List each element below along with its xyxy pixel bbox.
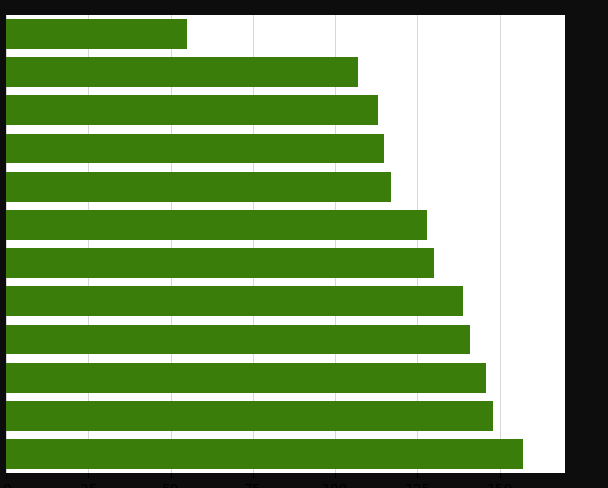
Bar <box>6 134 384 163</box>
Bar <box>6 210 427 240</box>
Bar <box>6 248 434 278</box>
Bar <box>6 95 378 125</box>
Bar <box>6 19 187 49</box>
Bar <box>6 325 470 354</box>
Bar <box>6 172 391 202</box>
Bar <box>6 57 358 87</box>
Bar <box>6 363 486 393</box>
Bar <box>6 286 463 316</box>
Bar <box>6 439 523 469</box>
Bar <box>6 401 493 431</box>
